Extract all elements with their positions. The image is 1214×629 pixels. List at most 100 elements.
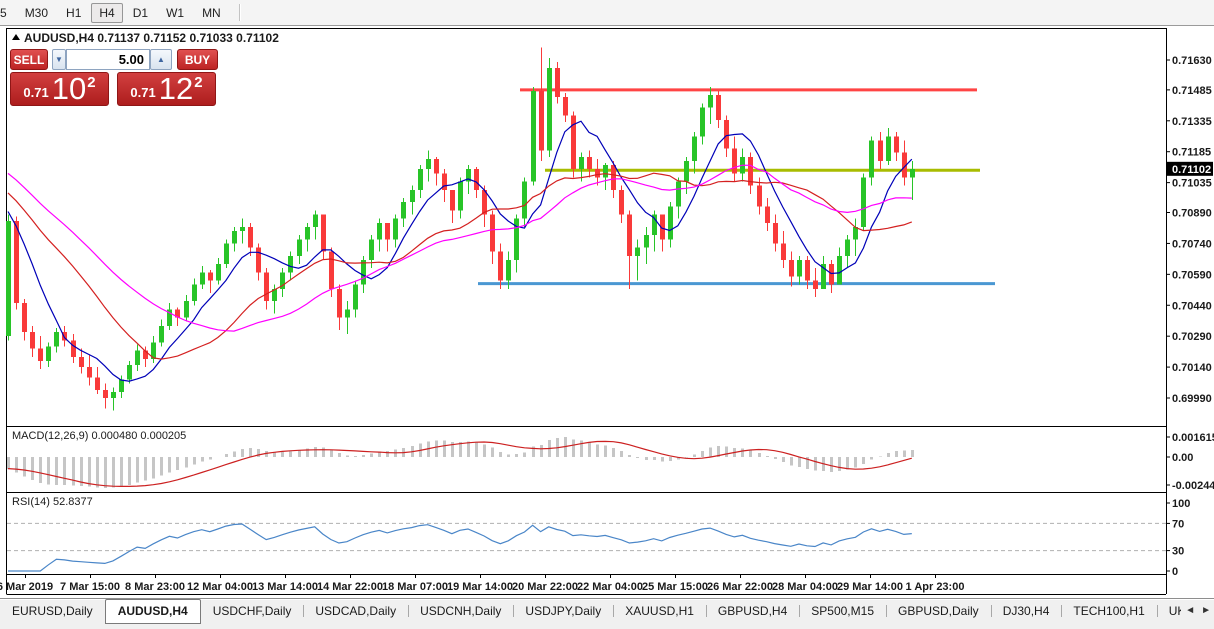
candle-body xyxy=(805,259,810,281)
one-click-trade-panel: SELL ▼ 5.00 ▲ BUY 0.71 10 2 0.71 12 2 xyxy=(10,49,218,107)
chart-tab-tech100-h1[interactable]: TECH100,H1 xyxy=(1061,601,1156,621)
candle-body xyxy=(797,259,802,277)
svg-text:25 Mar 15:00: 25 Mar 15:00 xyxy=(642,581,708,593)
candle-body xyxy=(748,156,753,186)
chart-tab-eurusd-daily[interactable]: EURUSD,Daily xyxy=(12,604,93,618)
candle-body xyxy=(627,214,632,256)
candle-body xyxy=(837,255,842,285)
candle-body xyxy=(869,140,874,178)
svg-text:100: 100 xyxy=(1172,498,1190,510)
buy-button[interactable]: BUY xyxy=(177,49,218,70)
chart-tab-dj30-h4[interactable]: DJ30,H4 xyxy=(990,601,1062,621)
chart-tab-audusd-h4[interactable]: AUDUSD,H4 xyxy=(104,599,201,624)
svg-text:0.70890: 0.70890 xyxy=(1172,208,1212,220)
svg-text:18 Mar 07:00: 18 Mar 07:00 xyxy=(382,581,448,593)
candle-body xyxy=(506,259,511,281)
chart-tab-usdcnh-daily[interactable]: USDCNH,Daily xyxy=(408,601,513,621)
timeframe-button-h4[interactable]: H4 xyxy=(91,2,123,23)
svg-text:0.70290: 0.70290 xyxy=(1172,331,1212,343)
svg-text:12 Mar 04:00: 12 Mar 04:00 xyxy=(187,581,253,593)
svg-text:0.70440: 0.70440 xyxy=(1172,300,1212,312)
sell-button[interactable]: SELL xyxy=(10,49,48,70)
timeframe-button-h1[interactable]: H1 xyxy=(66,5,82,20)
candle-body xyxy=(676,181,681,207)
svg-text:29 Mar 14:00: 29 Mar 14:00 xyxy=(837,581,903,593)
chart-tab-gbpusd-h4[interactable]: GBPUSD,H4 xyxy=(705,601,799,621)
candle-body xyxy=(135,350,140,366)
volume-increase-button[interactable]: ▲ xyxy=(150,49,172,70)
candlesticks xyxy=(6,47,915,411)
timeframe-button-mn[interactable]: MN xyxy=(202,5,221,20)
volume-decrease-button[interactable]: ▼ xyxy=(52,49,66,70)
up-triangle-icon xyxy=(12,34,20,40)
candle-body xyxy=(668,206,673,240)
candle-body xyxy=(167,309,172,326)
chart-tab-xauusd-h1[interactable]: XAUUSD,H1 xyxy=(613,601,706,621)
buy-price-prefix: 0.71 xyxy=(130,85,156,100)
timeframe-button-w1[interactable]: W1 xyxy=(166,5,185,20)
candle-body xyxy=(337,288,342,318)
candle-body xyxy=(393,218,398,240)
chart-tab-usdcad-daily[interactable]: USDCAD,Daily xyxy=(303,601,408,621)
slow-ma-line xyxy=(7,164,912,332)
tab-scroll-arrows: ◄ ► xyxy=(1181,604,1211,618)
timeframe-button-d1[interactable]: D1 xyxy=(132,5,149,20)
candle-body xyxy=(30,332,35,349)
candle-body xyxy=(732,148,737,174)
candle-body xyxy=(410,189,415,203)
panel-frame xyxy=(6,492,1167,575)
candle-body xyxy=(821,264,826,289)
candle-body xyxy=(853,226,858,240)
buy-price-big-digits: 12 xyxy=(158,71,194,106)
macd-label: MACD(12,26,9) 0.000480 0.000205 xyxy=(12,430,186,442)
scroll-tabs-left-button[interactable]: ◄ xyxy=(1185,605,1196,616)
candle-body xyxy=(248,226,253,248)
candle-body xyxy=(757,185,762,207)
fast-ma-line xyxy=(7,120,913,382)
candle-body xyxy=(329,251,334,289)
candle-body xyxy=(829,264,834,285)
candle-body xyxy=(490,214,495,252)
candle-body xyxy=(878,140,883,161)
svg-text:0.71102: 0.71102 xyxy=(1172,164,1211,176)
candle-body xyxy=(595,169,600,178)
candle-body xyxy=(522,181,527,219)
volume-input[interactable]: 5.00 xyxy=(66,49,150,70)
chart-tab-usdjpy-daily[interactable]: USDJPY,Daily xyxy=(513,601,613,621)
candle-body xyxy=(353,284,358,310)
candle-body xyxy=(539,90,544,151)
candle-body xyxy=(426,158,431,170)
price-chart[interactable]: 0.71630 0.71485 0.71335 0.71185 0.71035 0.708… xyxy=(0,0,1214,598)
candle-body xyxy=(660,214,665,240)
candle-body xyxy=(313,214,318,227)
candle-body xyxy=(482,189,487,215)
svg-text:14 Mar 22:00: 14 Mar 22:00 xyxy=(317,581,383,593)
candle-body xyxy=(38,348,43,361)
buy-price-button[interactable]: 0.71 12 2 xyxy=(117,72,216,106)
candle-body xyxy=(789,259,794,277)
candle-body xyxy=(910,168,915,178)
candle-body xyxy=(369,239,374,260)
candle-body xyxy=(361,259,366,285)
chart-tab-usdchf-daily[interactable]: USDCHF,Daily xyxy=(212,604,292,618)
candle-body xyxy=(781,243,786,260)
candle-body xyxy=(297,239,302,256)
candle-body xyxy=(635,247,640,256)
timeframe-button-5[interactable]: 5 xyxy=(0,5,7,20)
price-axis: 0.71630 0.71485 0.71335 0.71185 0.71035 0.708… xyxy=(1166,55,1212,405)
time-axis: 6 Mar 2019 7 Mar 15:00 8 Mar 23:00 12 Mar 0… xyxy=(0,574,964,593)
timeframe-button-m30[interactable]: M30 xyxy=(24,5,49,20)
chart-tab-sp500-m15[interactable]: SP500,M15 xyxy=(799,601,886,621)
macd-panel: MACD(12,26,9) 0.000480 0.000205 0.001615 0… xyxy=(7,430,1214,492)
current-price-tag: 0.71102 xyxy=(1167,161,1213,176)
svg-text:26 Mar 22:00: 26 Mar 22:00 xyxy=(707,581,773,593)
scroll-tabs-right-button[interactable]: ► xyxy=(1201,605,1211,616)
candle-body xyxy=(644,235,649,248)
svg-text:70: 70 xyxy=(1172,518,1184,530)
candle-body xyxy=(208,272,213,281)
svg-text:8 Mar 23:00: 8 Mar 23:00 xyxy=(125,581,185,593)
sell-price-big-digits: 10 xyxy=(51,71,87,106)
svg-text:7 Mar 15:00: 7 Mar 15:00 xyxy=(60,581,120,593)
sell-price-button[interactable]: 0.71 10 2 xyxy=(10,72,109,106)
chart-tab-gbpusd-daily[interactable]: GBPUSD,Daily xyxy=(886,601,991,621)
